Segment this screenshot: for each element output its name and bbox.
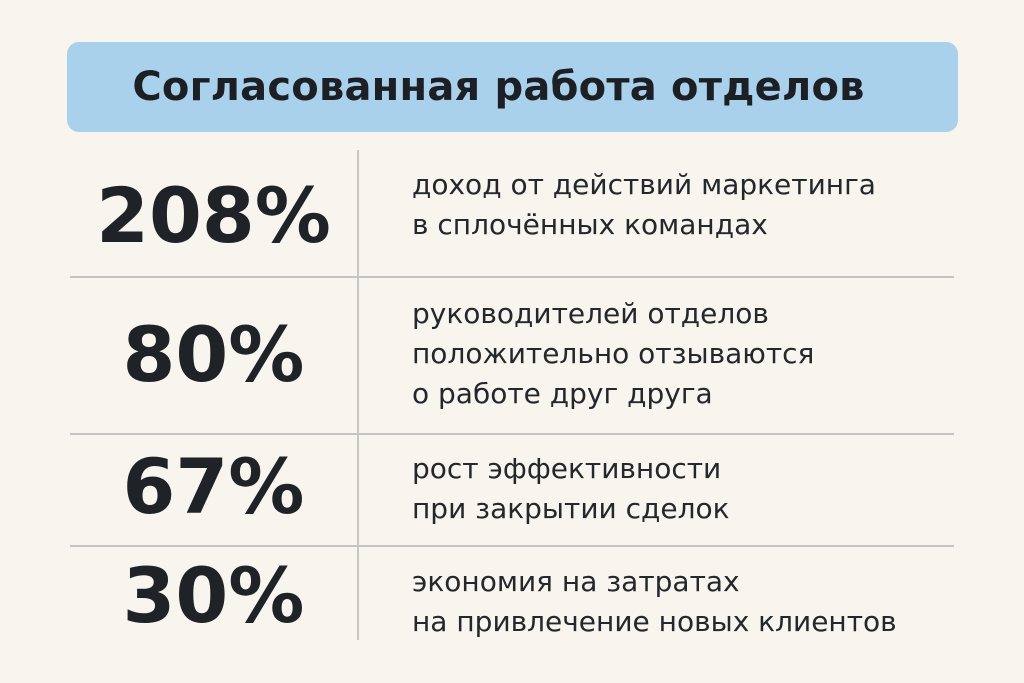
row-divider bbox=[70, 276, 954, 278]
stat-description-line: в сплочённых командах bbox=[412, 208, 768, 241]
stat-description-line: на привлечение новых клиентов bbox=[412, 605, 897, 638]
stat-description-line: экономия на затратах bbox=[412, 565, 740, 598]
stat-description-line: положительно отзываются bbox=[412, 337, 815, 370]
stat-description: руководителей отделов положительно отзыв… bbox=[412, 294, 952, 414]
stat-value: 208% bbox=[96, 171, 331, 260]
row-divider bbox=[70, 545, 954, 547]
stat-description-line: руководителей отделов bbox=[412, 297, 769, 330]
stat-value: 80% bbox=[122, 310, 305, 399]
stat-value: 67% bbox=[122, 442, 305, 531]
stat-description-line: доход от действий маркетинга bbox=[412, 168, 876, 201]
title-banner: Согласованная работа отделов bbox=[67, 42, 958, 132]
stat-description-line: при закрытии сделок bbox=[412, 492, 730, 525]
stat-description-line: о работе друг друга bbox=[412, 377, 713, 410]
stat-description: доход от действий маркетинга в сплочённы… bbox=[412, 165, 952, 245]
column-divider bbox=[357, 150, 359, 640]
stat-description: экономия на затратах на привлечение новы… bbox=[412, 562, 952, 642]
page-title: Согласованная работа отделов bbox=[132, 64, 865, 110]
stat-value: 30% bbox=[122, 551, 305, 640]
stat-description-line: рост эффективности bbox=[412, 452, 722, 485]
stat-description: рост эффективности при закрытии сделок bbox=[412, 449, 952, 529]
row-divider bbox=[70, 433, 954, 435]
